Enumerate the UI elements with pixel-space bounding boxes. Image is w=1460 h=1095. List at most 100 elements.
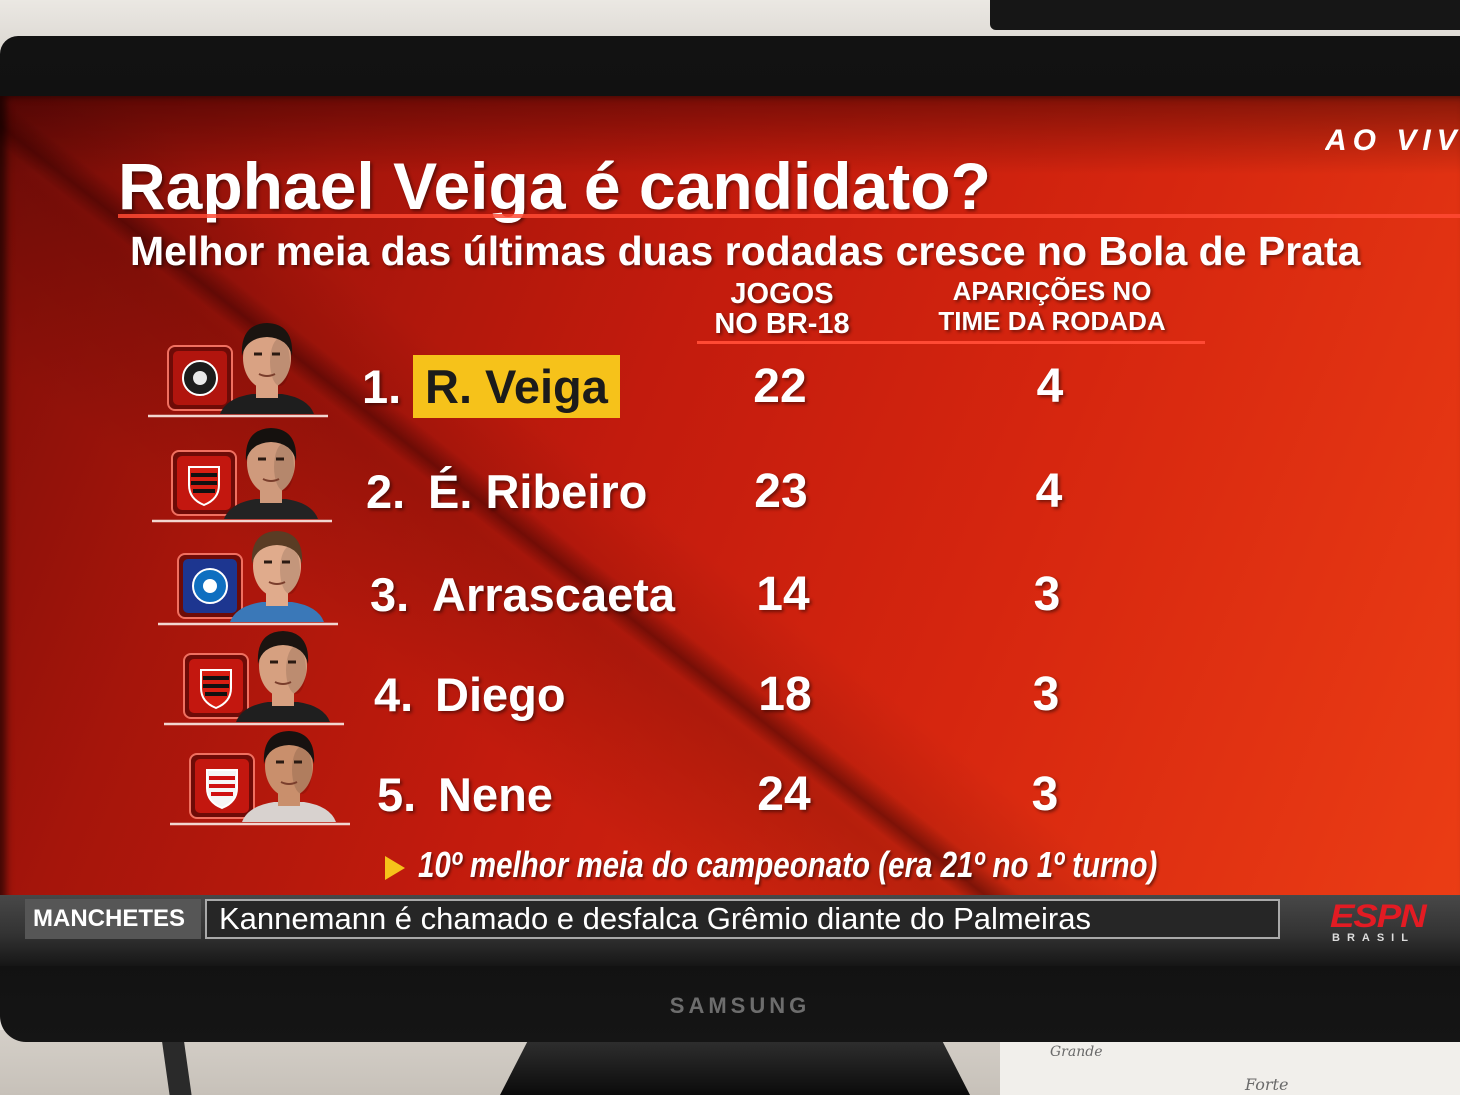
player-jersey bbox=[230, 602, 324, 622]
player-avatar bbox=[152, 415, 337, 525]
shield-stripes bbox=[191, 473, 217, 493]
player-hair bbox=[257, 631, 309, 664]
club-shield-emblem bbox=[206, 769, 238, 810]
player-hair bbox=[263, 731, 315, 764]
graphic-subtitle: Melhor meia das últimas duas rodadas cre… bbox=[130, 228, 1361, 274]
play-arrow-icon bbox=[385, 856, 405, 880]
player-name: Diego bbox=[435, 668, 566, 721]
appearances-value: 3 bbox=[1032, 668, 1060, 721]
player-head bbox=[243, 327, 291, 389]
player-mouth bbox=[280, 781, 298, 785]
player-jersey bbox=[224, 499, 318, 519]
player-mouth bbox=[258, 373, 276, 377]
cruzeiro-badge-icon bbox=[177, 553, 243, 619]
column-header-games-line2: NO BR-18 bbox=[714, 308, 850, 340]
player-hair bbox=[245, 428, 297, 461]
player-jersey bbox=[220, 394, 314, 414]
ranking-row: 1. R. Veiga 22 4 bbox=[0, 323, 1460, 435]
column-header-games-line1: JOGOS bbox=[730, 278, 834, 310]
club-round-emblem bbox=[192, 568, 228, 604]
title-underline bbox=[118, 214, 1460, 218]
rank-number: 1. bbox=[362, 360, 402, 413]
shield-stripes bbox=[203, 676, 229, 696]
player-hair bbox=[241, 323, 293, 356]
column-header-appearances-line2: TIME DA RODADA bbox=[938, 306, 1166, 336]
player-avatar bbox=[158, 518, 343, 628]
player-avatar-graphic bbox=[158, 531, 338, 626]
shield-shape bbox=[200, 669, 232, 710]
ranking-row: 2. É. Ribeiro 23 4 bbox=[0, 428, 1460, 540]
rank-number: 2. bbox=[366, 465, 406, 518]
player-avatar-graphic bbox=[170, 731, 350, 826]
athletico-paranaense-badge-icon bbox=[167, 345, 233, 411]
player-head bbox=[253, 535, 301, 597]
tv-stand bbox=[500, 1040, 970, 1095]
flamengo-badge-icon bbox=[183, 653, 249, 719]
appearances-value: 3 bbox=[1033, 568, 1061, 621]
channel-logo-name: ESPN bbox=[1330, 898, 1427, 934]
ranking-row: 3. Arrascaeta 14 3 bbox=[0, 531, 1460, 643]
graphic-title: Raphael Veiga é candidato? bbox=[118, 149, 991, 223]
player-avatar bbox=[164, 618, 349, 728]
flamengo-badge-icon bbox=[171, 450, 237, 516]
player-photo bbox=[224, 428, 318, 519]
player-name: Nene bbox=[438, 768, 553, 821]
round-emblem-center bbox=[193, 371, 207, 385]
live-indicator: AO VIVO bbox=[1325, 124, 1460, 157]
player-photo bbox=[220, 323, 314, 414]
channel-logo-sub: BRASIL bbox=[1332, 932, 1415, 944]
player-avatar-graphic bbox=[164, 631, 344, 726]
news-ticker: MANCHETES Kannemann é chamado e desfalca… bbox=[0, 895, 1460, 966]
player-name: Arrascaeta bbox=[432, 568, 676, 621]
appearances-value: 3 bbox=[1031, 768, 1059, 821]
ticker-label: MANCHETES bbox=[25, 899, 201, 939]
shield-shape bbox=[188, 466, 220, 507]
sao-paulo-badge-icon bbox=[189, 753, 255, 819]
player-photo bbox=[236, 631, 330, 722]
ticker-headline: Kannemann é chamado e desfalca Grêmio di… bbox=[219, 901, 1091, 936]
player-mouth bbox=[268, 581, 286, 585]
player-jersey bbox=[242, 802, 336, 822]
paper-word-forte: Forte bbox=[1245, 1075, 1289, 1094]
tv-brand-logo: SAMSUNG bbox=[669, 993, 811, 1018]
player-avatar-graphic bbox=[152, 428, 332, 523]
round-emblem-center bbox=[203, 579, 217, 593]
rank-number: 3. bbox=[370, 568, 410, 621]
player-name: É. Ribeiro bbox=[428, 465, 648, 518]
player-avatar bbox=[170, 718, 355, 828]
club-shield-emblem bbox=[200, 669, 232, 710]
club-shield-emblem bbox=[188, 466, 220, 507]
player-head bbox=[247, 432, 295, 494]
games-value: 24 bbox=[757, 768, 811, 821]
games-value: 18 bbox=[758, 668, 812, 721]
player-name: R. Veiga bbox=[413, 355, 620, 418]
player-mouth bbox=[262, 478, 280, 482]
shield-shape bbox=[206, 769, 238, 810]
paper-word-grande: Grande bbox=[1050, 1044, 1103, 1060]
games-value: 23 bbox=[754, 465, 808, 518]
player-jersey bbox=[236, 702, 330, 722]
ranking-row: 4. Diego 18 3 bbox=[0, 631, 1460, 743]
games-value: 14 bbox=[756, 568, 810, 621]
rank-number: 4. bbox=[374, 668, 414, 721]
tv-screen: AO VIVO Raphael Veiga é candidato? Melho… bbox=[0, 96, 1460, 966]
player-mouth bbox=[274, 681, 292, 685]
player-photo bbox=[242, 731, 336, 822]
ranking-row: 5. Nene 24 3 bbox=[0, 731, 1460, 843]
appearances-value: 4 bbox=[1036, 360, 1064, 413]
player-head bbox=[259, 635, 307, 697]
background-monitor bbox=[990, 0, 1460, 30]
column-header-appearances: APARIÇÕES NO TIME DA RODADA bbox=[902, 276, 1202, 336]
ticker-headline-box: Kannemann é chamado e desfalca Grêmio di… bbox=[205, 899, 1280, 939]
player-hair bbox=[251, 531, 303, 564]
games-value: 22 bbox=[753, 360, 807, 413]
player-avatar-graphic bbox=[148, 323, 328, 418]
rank-number: 5. bbox=[377, 768, 417, 821]
column-header-underline bbox=[697, 341, 1205, 344]
shield-stripes bbox=[209, 776, 235, 796]
appearances-value: 4 bbox=[1035, 465, 1063, 518]
player-photo bbox=[230, 531, 324, 622]
footnote: 10º melhor meia do campeonato (era 21º n… bbox=[418, 844, 1158, 885]
column-header-appearances-line1: APARIÇÕES NO bbox=[952, 276, 1152, 306]
club-round-emblem bbox=[182, 360, 218, 396]
